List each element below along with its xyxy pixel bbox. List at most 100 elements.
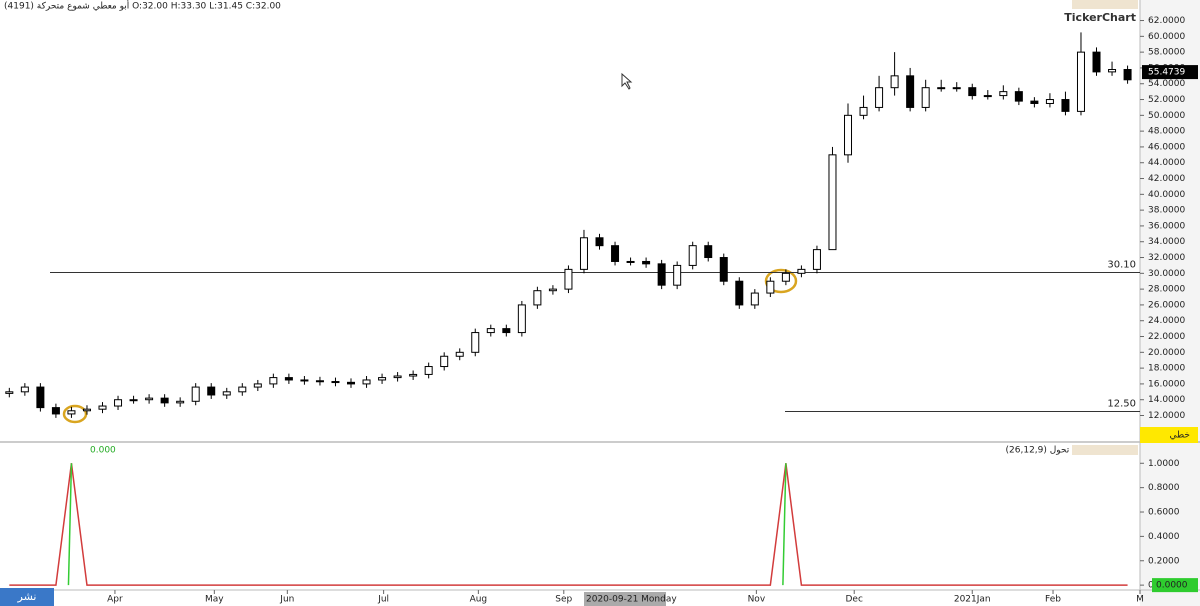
y-tick-label: 0.4000: [1148, 532, 1180, 542]
candle-body: [114, 399, 123, 407]
candle-body: [176, 400, 185, 404]
y-tick-label: 58.0000: [1148, 48, 1185, 58]
candle-body: [160, 397, 169, 404]
x-tick-label: Apr: [107, 595, 123, 605]
mouse-cursor: [621, 72, 633, 90]
y-tick-label: 0.2000: [1148, 556, 1180, 566]
candle-body: [1030, 100, 1039, 104]
candle-body: [937, 87, 946, 90]
publish-button-bg[interactable]: [0, 588, 54, 606]
candle-body: [657, 263, 666, 286]
y-tick-label: 46.0000: [1148, 142, 1185, 152]
candle-body: [952, 87, 961, 90]
candle-body: [844, 114, 853, 156]
candle-body: [1045, 99, 1054, 104]
y-tick-label: 38.0000: [1148, 206, 1185, 216]
style-button-bg[interactable]: [1140, 427, 1198, 443]
candle-body: [98, 405, 107, 410]
y-tick-label: 18.0000: [1148, 364, 1185, 374]
highlight-circle: [764, 268, 798, 294]
y-tick-label: 22.0000: [1148, 332, 1185, 342]
candle-body: [207, 386, 216, 396]
candle-body: [471, 332, 480, 353]
indicator-line: [9, 463, 1128, 586]
x-tick-label: Jun: [279, 595, 294, 605]
y-tick-label: 54.0000: [1148, 79, 1185, 89]
candle-body: [20, 386, 29, 393]
candle-body: [673, 264, 682, 286]
logo: TickerChart: [1064, 11, 1136, 24]
publish-button[interactable]: نشر: [17, 590, 37, 603]
candle-body: [129, 399, 138, 402]
candle-body: [890, 75, 899, 89]
style-button[interactable]: خطي: [1170, 431, 1190, 441]
candle-body: [347, 381, 356, 385]
y-tick-label: 14.0000: [1148, 395, 1185, 405]
candle-body: [626, 260, 635, 263]
candle-body: [1061, 99, 1070, 112]
candle-body: [378, 377, 387, 381]
x-tick-label: Aug: [470, 595, 488, 605]
candle-body: [797, 268, 806, 274]
y-tick-label: 60.0000: [1148, 32, 1185, 42]
candle-body: [1108, 69, 1117, 73]
candle-body: [362, 379, 371, 385]
candle-body: [921, 87, 930, 108]
window-buttons[interactable]: [1072, 0, 1138, 9]
candle-body: [36, 386, 45, 409]
candle-body: [222, 391, 231, 396]
candle-body: [735, 280, 744, 306]
y-tick-label: 32.0000: [1148, 253, 1185, 263]
x-tick-label: 2021Jan: [954, 595, 991, 605]
y-tick-label: 62.0000: [1148, 16, 1185, 26]
x-tick-label: Sep: [555, 595, 572, 605]
y-tick-label: 12.0000: [1148, 411, 1185, 421]
y-tick-label: 16.0000: [1148, 379, 1185, 389]
y-tick-label: 42.0000: [1148, 174, 1185, 184]
y-tick-label: 20.0000: [1148, 348, 1185, 358]
candle-body: [191, 386, 200, 402]
y-tick-label: 0.8000: [1148, 483, 1180, 493]
candle-body: [719, 257, 728, 282]
candle-body: [253, 383, 262, 388]
indicator-title: توسعة تحول (26,12,9): [1006, 446, 1097, 456]
candle-body: [642, 260, 651, 265]
candle-body: [611, 245, 620, 262]
candle-body: [781, 272, 790, 282]
highlight-circle: [62, 404, 88, 424]
window-buttons[interactable]: [1072, 445, 1138, 455]
candle-body: [595, 237, 604, 247]
candle-body: [533, 290, 542, 306]
y-tick-label: 52.0000: [1148, 95, 1185, 105]
candle-body: [564, 268, 573, 290]
candle-body: [486, 328, 495, 334]
candle-body: [968, 87, 977, 97]
candle-body: [999, 91, 1008, 97]
candle-body: [1076, 51, 1085, 112]
candle-body: [812, 249, 821, 270]
candle-body: [1123, 69, 1132, 81]
crosshair-date: 2020-09-21 Monday: [586, 595, 677, 605]
candle-body: [315, 380, 324, 383]
candle-body: [688, 245, 697, 266]
candle-body: [1014, 91, 1023, 102]
y-tick-label: 48.0000: [1148, 127, 1185, 137]
x-tick-label: May: [205, 595, 224, 605]
candle-body: [766, 280, 775, 294]
indicator-value: 0.000: [90, 446, 116, 456]
candle-body: [704, 245, 713, 259]
horizontal-line-label: 30.10: [1107, 260, 1136, 271]
candle-body: [517, 304, 526, 334]
candle-body: [145, 397, 154, 401]
candle-body: [859, 106, 868, 116]
candle-body: [300, 379, 309, 382]
candle-body: [750, 292, 759, 306]
last-price-bg: [1142, 65, 1198, 80]
candle-body: [828, 154, 837, 251]
signal-spike: [67, 463, 73, 586]
candle-body: [906, 75, 915, 108]
candle-body: [5, 391, 14, 394]
candle-body: [579, 237, 588, 270]
candle-body: [983, 95, 992, 98]
y-tick-label: 44.0000: [1148, 158, 1185, 168]
